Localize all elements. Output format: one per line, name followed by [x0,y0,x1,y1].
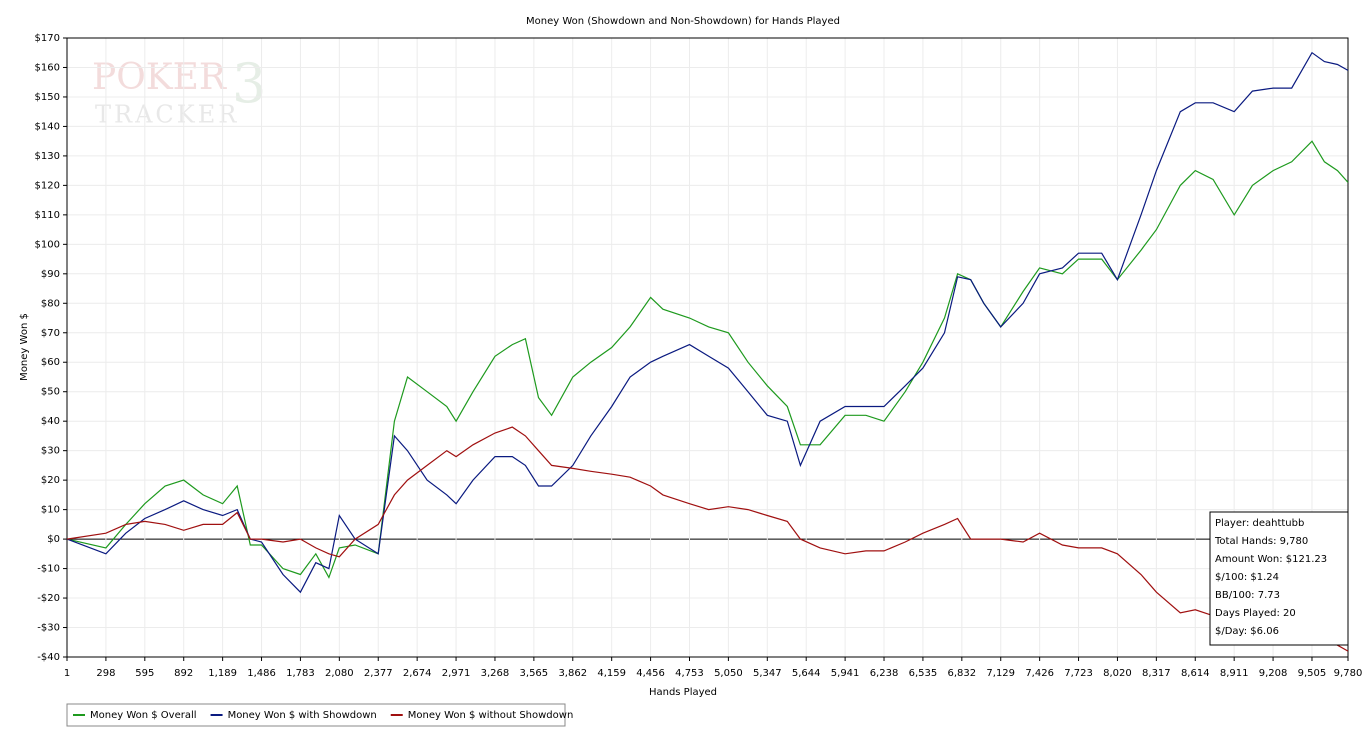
series-line [66,426,1349,652]
y-tick-label: $120 [35,180,60,191]
x-tick-label: 6,535 [909,668,938,679]
y-tick-label: $100 [35,239,60,250]
x-tick-label: 6,832 [948,668,977,679]
x-tick-label: 1,486 [247,668,276,679]
x-tick-label: 3,862 [558,668,587,679]
y-tick-label: $80 [41,298,60,309]
x-tick-label: 7,723 [1064,668,1093,679]
x-tick-label: 2,971 [442,668,471,679]
legend-label: Money Won $ with Showdown [228,710,377,721]
x-tick-label: 4,753 [675,668,704,679]
y-tick-label: $30 [41,446,60,457]
x-tick-label: 8,911 [1220,668,1249,679]
legend [66,703,566,727]
y-tick-label: $50 [41,387,60,398]
y-tick-label: $130 [35,151,60,162]
y-tick-label: $170 [35,33,60,44]
x-tick-label: 5,347 [753,668,782,679]
y-tick-label: -$10 [37,564,60,575]
info-line: Amount Won: $121.23 [1215,554,1327,565]
x-tick-label: 2,080 [325,668,354,679]
x-tick-label: 595 [135,668,154,679]
x-tick-label: 8,317 [1142,668,1171,679]
x-tick-label: 4,159 [597,668,626,679]
x-tick-label: 1 [64,668,70,679]
y-tick-label: $110 [35,210,60,221]
info-line: $/Day: $6.06 [1215,626,1279,637]
series-line [66,140,1349,579]
y-tick-label: $90 [41,269,60,280]
x-tick-label: 6,238 [870,668,899,679]
y-tick-label: $150 [35,92,60,103]
x-tick-label: 1,783 [286,668,315,679]
x-tick-label: 1,189 [208,668,237,679]
x-tick-label: 3,268 [481,668,510,679]
watermark: 3 [232,52,266,115]
plot-frame [66,37,1349,658]
info-line: Total Hands: 9,780 [1214,536,1308,547]
info-box [1209,511,1349,646]
y-axis-label: Money Won $ [19,313,30,381]
y-tick-label: -$20 [37,593,60,604]
watermark: POKER [92,57,227,98]
legend-label: Money Won $ Overall [90,710,197,721]
info-line: Player: deahttubb [1215,518,1304,529]
y-tick-label: $0 [47,534,60,545]
y-tick-label: $60 [41,357,60,368]
x-tick-label: 5,941 [831,668,860,679]
x-tick-label: 9,780 [1334,668,1363,679]
info-line: Days Played: 20 [1215,608,1296,619]
x-tick-label: 8,614 [1181,668,1210,679]
x-tick-label: 2,377 [364,668,393,679]
x-tick-label: 9,505 [1298,668,1327,679]
x-axis-label: Hands Played [649,687,717,698]
x-tick-label: 8,020 [1103,668,1132,679]
y-tick-label: $140 [35,121,60,132]
y-tick-label: -$30 [37,623,60,634]
chart-title: Money Won (Showdown and Non-Showdown) fo… [526,16,840,27]
y-tick-label: $40 [41,416,60,427]
series-line [66,51,1349,594]
watermark: TRACKER [95,101,239,129]
info-line: $/100: $1.24 [1215,572,1279,583]
y-tick-label: $10 [41,505,60,516]
x-tick-label: 892 [174,668,193,679]
y-tick-label: $20 [41,475,60,486]
y-tick-label: $160 [35,62,60,73]
x-tick-label: 5,644 [792,668,821,679]
y-tick-label: $70 [41,328,60,339]
x-tick-label: 9,208 [1259,668,1288,679]
y-tick-label: -$40 [37,652,60,663]
x-tick-label: 2,674 [403,668,432,679]
x-tick-label: 298 [96,668,115,679]
x-tick-label: 7,129 [986,668,1015,679]
x-tick-label: 3,565 [520,668,549,679]
x-tick-label: 4,456 [636,668,665,679]
legend-label: Money Won $ without Showdown [408,710,574,721]
x-tick-label: 7,426 [1025,668,1054,679]
x-tick-label: 5,050 [714,668,743,679]
info-line: BB/100: 7.73 [1215,590,1280,601]
